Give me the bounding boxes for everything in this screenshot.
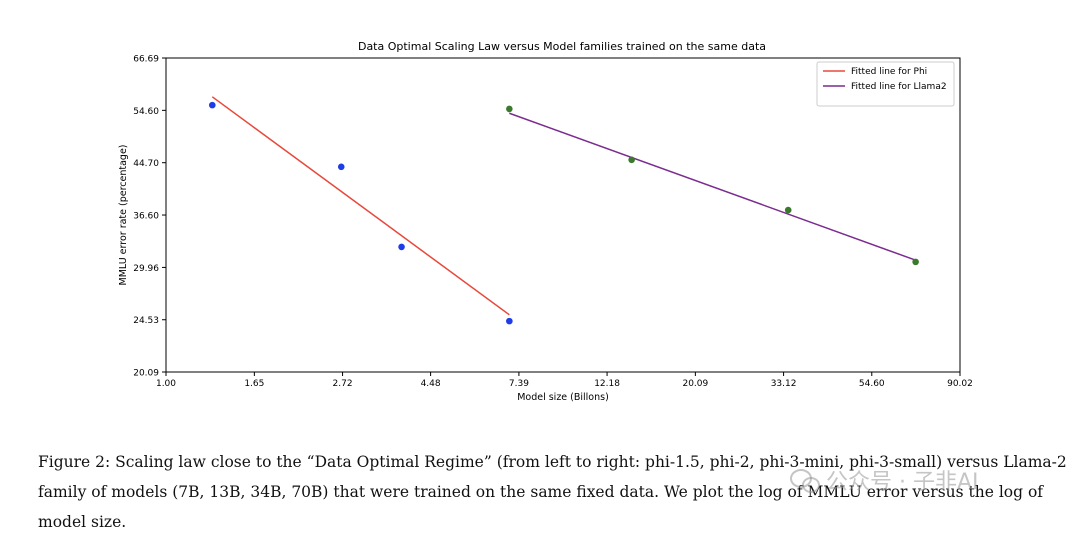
- data-point: [337, 163, 345, 171]
- y-tick-label: 20.09: [133, 369, 159, 379]
- legend: Fitted line for Phi Fitted line for Llama…: [816, 61, 955, 107]
- x-tick-label: 90.02: [947, 379, 973, 389]
- watermark: 公众号 · 子非AI: [790, 462, 979, 498]
- figure-caption: Figure 2: Scaling law close to the “Data…: [38, 453, 1067, 531]
- y-axis-label: MMLU error rate (percentage): [118, 144, 129, 285]
- data-point: [208, 101, 216, 109]
- fitted-line: [509, 112, 916, 261]
- x-tick-label: 12.18: [594, 379, 620, 389]
- y-tick-label: 66.69: [133, 55, 159, 65]
- legend-label: Fitted line for Phi: [851, 67, 927, 77]
- y-tick-label: 54.60: [133, 107, 159, 117]
- x-tick-label: 54.60: [859, 379, 885, 389]
- x-axis: 1.00 1.65 2.72 4.48 7.39 12.18 20.09 33.12 54.60…: [156, 372, 973, 389]
- y-tick-label: 24.53: [133, 316, 159, 326]
- legend-label: Fitted line for Llama2: [851, 82, 947, 92]
- data-point: [506, 105, 513, 113]
- y-tick-label: 29.96: [133, 264, 159, 274]
- fitted-line: [211, 96, 510, 316]
- x-tick-label: 33.12: [771, 379, 797, 389]
- x-tick-label: 20.09: [682, 379, 708, 389]
- data-point: [628, 156, 635, 164]
- y-axis: 20.09 24.53 29.96 36.60 44.70 54.60 66.69: [133, 55, 166, 379]
- data-point: [506, 317, 513, 325]
- x-tick-label: 1.00: [156, 379, 176, 389]
- x-tick-label: 7.39: [509, 379, 529, 389]
- y-tick-label: 44.70: [133, 159, 159, 169]
- data-point: [398, 243, 405, 251]
- x-tick-label: 2.72: [333, 379, 353, 389]
- data-point: [912, 258, 919, 266]
- watermark-text: 公众号 · 子非AI: [826, 470, 979, 495]
- plot-series: [208, 96, 919, 325]
- x-tick-label: 4.48: [421, 379, 441, 389]
- x-axis-label: Model size (Billons): [517, 392, 609, 403]
- data-point: [784, 206, 792, 214]
- legend-box: [816, 61, 955, 107]
- scaling-law-chart: Data Optimal Scaling Law versus Model fa…: [118, 40, 973, 403]
- chart-title: Data Optimal Scaling Law versus Model fa…: [358, 40, 766, 53]
- wechat-icon: [790, 467, 820, 493]
- y-tick-label: 36.60: [133, 212, 159, 222]
- x-tick-label: 1.65: [244, 379, 264, 389]
